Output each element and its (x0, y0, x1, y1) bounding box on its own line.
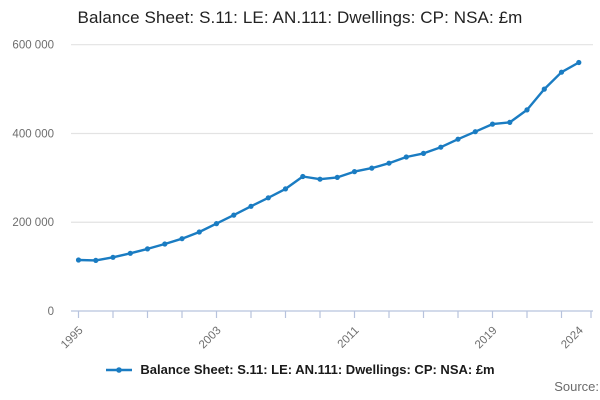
data-point-marker[interactable] (75, 257, 82, 263)
data-point-marker[interactable] (213, 221, 220, 227)
data-point-marker[interactable] (127, 250, 133, 256)
data-point-marker[interactable] (386, 160, 392, 166)
x-axis-tick-label: 2011 (336, 325, 362, 351)
data-point-marker[interactable] (282, 186, 289, 192)
data-point-marker[interactable] (300, 173, 306, 180)
data-point-marker[interactable] (420, 150, 427, 156)
data-point-marker[interactable] (558, 69, 565, 75)
data-point-marker[interactable] (265, 195, 271, 201)
data-point-marker[interactable] (524, 107, 530, 113)
source-label: Source: (554, 379, 599, 394)
data-point-marker[interactable] (403, 154, 409, 160)
y-axis-tick-label: 400 000 (12, 128, 54, 140)
chart-title: Balance Sheet: S.11: LE: AN.111: Dwellin… (77, 8, 523, 27)
data-point-marker[interactable] (93, 257, 99, 263)
data-point-marker[interactable] (196, 229, 202, 235)
data-line[interactable] (77, 61, 580, 262)
data-point-marker[interactable] (438, 144, 444, 150)
data-point-marker[interactable] (231, 212, 237, 218)
legend[interactable]: Balance Sheet: S.11: LE: AN.111: Dwellin… (0, 362, 600, 377)
data-point-marker[interactable] (351, 169, 358, 175)
data-point-marker[interactable] (179, 236, 185, 242)
x-axis-tick-label: 1995 (59, 325, 86, 352)
x-axis-tick-label: 2019 (473, 325, 500, 352)
data-point-marker[interactable] (369, 165, 375, 171)
data-point-marker[interactable] (248, 203, 254, 209)
y-axis-tick-label: 0 (48, 306, 54, 318)
data-point-marker[interactable] (455, 136, 461, 142)
y-axis-tick-label: 600 000 (12, 40, 54, 52)
legend-series-label: Balance Sheet: S.11: LE: AN.111: Dwellin… (140, 362, 495, 377)
data-point-marker[interactable] (541, 86, 547, 92)
x-axis-tick-label: 2003 (197, 325, 224, 352)
data-point-marker[interactable] (507, 119, 513, 125)
data-point-marker[interactable] (472, 129, 478, 135)
data-point-marker[interactable] (144, 246, 151, 252)
data-point-marker[interactable] (110, 254, 116, 260)
data-point-marker[interactable] (162, 241, 168, 247)
data-point-marker[interactable] (576, 59, 582, 66)
legend-line-marker-icon (106, 366, 133, 373)
data-point-marker[interactable] (334, 174, 340, 180)
plot-area: 0 200 000 400 000 600 000 1995 2003 2011 2019 20… (12, 40, 593, 352)
data-point-marker[interactable] (489, 121, 496, 127)
x-axis-tick-label: 2024 (559, 324, 586, 351)
data-point-marker[interactable] (317, 176, 323, 182)
y-axis-tick-label: 200 000 (12, 217, 54, 229)
